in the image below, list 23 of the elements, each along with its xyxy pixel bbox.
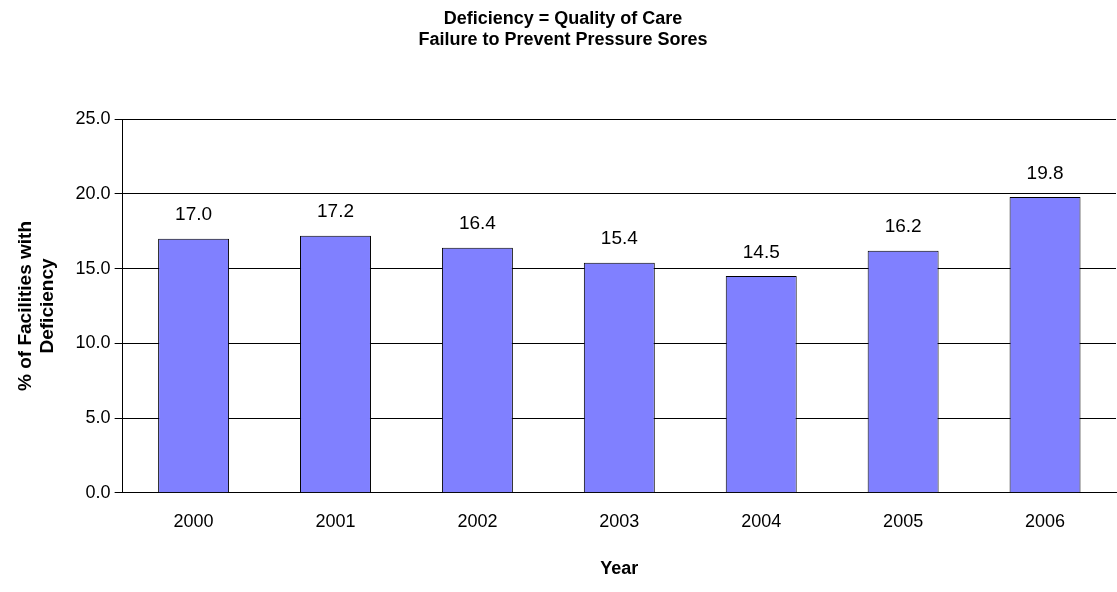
chart-title: Deficiency = Quality of Care Failure to Prevent Pressure Sores xyxy=(418,7,708,50)
y-axis-title: % of Facilities with Deficiency xyxy=(13,221,58,391)
data-label: 16.4 xyxy=(458,212,497,234)
x-tick-label: 2006 xyxy=(1025,510,1066,531)
x-tick-label: 2003 xyxy=(599,510,640,531)
x-tick-label: 2002 xyxy=(457,510,498,531)
data-label: 14.5 xyxy=(742,240,780,262)
y-tick-label: 10.0 xyxy=(75,332,111,353)
y-tick-label: 20.0 xyxy=(75,182,111,203)
x-tick-label: 2000 xyxy=(173,510,214,531)
y-tick-label: 0.0 xyxy=(85,481,111,502)
data-label: 16.2 xyxy=(884,215,922,237)
y-tick-label: 5.0 xyxy=(85,407,111,428)
x-tick-label: 2001 xyxy=(315,510,356,531)
y-tick-label: 15.0 xyxy=(75,257,111,278)
data-label: 17.0 xyxy=(175,203,213,225)
data-label: 15.4 xyxy=(600,227,639,249)
x-axis-title: Year xyxy=(600,558,639,579)
data-label: 19.8 xyxy=(1026,161,1064,183)
y-tick-label: 25.0 xyxy=(75,108,111,129)
data-label: 17.2 xyxy=(317,200,354,222)
x-tick-label: 2005 xyxy=(883,510,924,531)
x-tick-label: 2004 xyxy=(741,510,782,531)
